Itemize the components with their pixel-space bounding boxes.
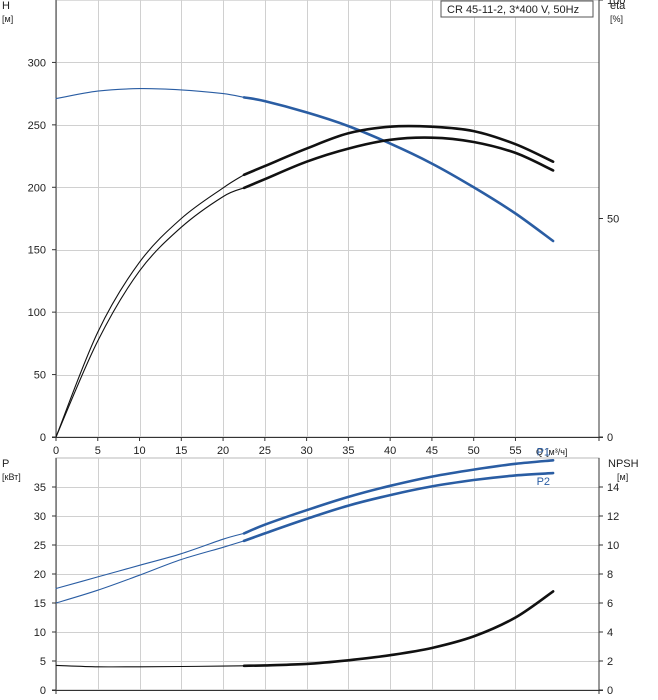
npsh-axis-unit: [м] [617, 472, 628, 482]
power-tick-label: 0 [40, 685, 46, 697]
power-tick-label: 10 [34, 627, 46, 639]
flow-tick-label: 0 [53, 445, 59, 457]
p1-duty-curve [242, 459, 555, 535]
flow-tick-label: 10 [133, 445, 145, 457]
power-tick-label: 15 [34, 598, 46, 610]
head-tick-label: 50 [34, 370, 46, 382]
eta-axis-unit: [%] [610, 14, 623, 24]
head-tick-label: 0 [40, 432, 46, 444]
eta-tick-label: 0 [607, 432, 613, 444]
npsh-tick-label: 8 [607, 569, 613, 581]
npsh-curve [55, 664, 245, 668]
flow-tick-label: 45 [426, 445, 438, 457]
power-axis-unit: [кВт] [2, 472, 21, 482]
power-npsh-tick-labels: 0 5 10 15 20 25 30 35 0 2 4 6 8 10 12 14 [34, 482, 620, 697]
npsh-tick-label: 14 [607, 482, 619, 494]
flow-tick-label: 25 [259, 445, 271, 457]
flow-tick-label: 55 [509, 445, 521, 457]
head-tick-label: 300 [28, 57, 46, 69]
head-duty-curve [242, 96, 555, 243]
head-axis-unit: [м] [2, 14, 13, 24]
efficiency-2-curve [55, 174, 245, 438]
legend-text: CR 45-11-2, 3*400 V, 50Hz [447, 4, 579, 16]
head-curve [55, 88, 245, 100]
flow-tick-label: 50 [468, 445, 480, 457]
npsh-tick-label: 10 [607, 540, 619, 552]
p1-curve [55, 532, 245, 590]
power-npsh-chart: P1 P2 0 5 10 15 20 25 30 35 0 2 4 6 8 10 12 14 P [кВт] N… [2, 446, 639, 697]
npsh-tick-label: 12 [607, 511, 619, 523]
npsh-tick-label: 0 [607, 685, 613, 697]
p2-curve [55, 540, 245, 604]
eta-tick-label: 100 [607, 0, 625, 7]
power-tick-label: 30 [34, 511, 46, 523]
head-tick-label: 150 [28, 245, 46, 257]
efficiency-1-curve [55, 187, 245, 438]
efficiency-2-duty-curve [242, 124, 555, 177]
head-tick-label: 200 [28, 182, 46, 194]
npsh-tick-label: 6 [607, 598, 613, 610]
head-tick-label: 100 [28, 307, 46, 319]
flow-tick-label: 5 [95, 445, 101, 457]
power-tick-label: 25 [34, 540, 46, 552]
npsh-tick-label: 2 [607, 656, 613, 668]
flow-axis-name: Q [536, 447, 543, 457]
flow-tick-label: 15 [175, 445, 187, 457]
power-npsh-grid [52, 457, 603, 694]
power-tick-label: 5 [40, 656, 46, 668]
npsh-tick-label: 4 [607, 627, 613, 639]
power-tick-label: 35 [34, 482, 46, 494]
flow-axis-label: Q [м³/ч] [536, 447, 567, 457]
flow-tick-label: 30 [300, 445, 312, 457]
eta-axis-label: eta [610, 0, 626, 12]
efficiency-1-duty-curve [242, 136, 555, 190]
p2-duty-curve [242, 471, 555, 543]
head-axis-label: H [2, 0, 10, 12]
power-tick-label: 20 [34, 569, 46, 581]
npsh-axis-label: NPSH [608, 458, 639, 470]
p2-series-label: P2 [537, 476, 550, 488]
eta-tick-label: 50 [607, 214, 619, 226]
flow-axis-unit: [м³/ч] [546, 447, 567, 457]
legend-box: CR 45-11-2, 3*400 V, 50Hz [440, 0, 594, 18]
head-efficiency-series [55, 88, 555, 438]
head-efficiency-grid [52, 0, 603, 441]
flow-tick-label: 35 [342, 445, 354, 457]
head-tick-label: 250 [28, 120, 46, 132]
flow-tick-label: 20 [217, 445, 229, 457]
head-efficiency-chart: 0 50 100 150 200 250 300 0 50 100 0 5 10 15 20 25 30 35 40… [2, 0, 626, 457]
p1-series-label: P1 [537, 446, 550, 458]
plot-frame [55, 0, 600, 438]
power-npsh-series: P1 P2 [55, 446, 555, 668]
npsh-duty-curve [242, 590, 555, 668]
flow-tick-label: 40 [384, 445, 396, 457]
power-axis-label: P [2, 458, 9, 470]
head-efficiency-tick-labels: 0 50 100 150 200 250 300 0 50 100 0 5 10 15 20 25 30 35 40… [28, 0, 625, 457]
